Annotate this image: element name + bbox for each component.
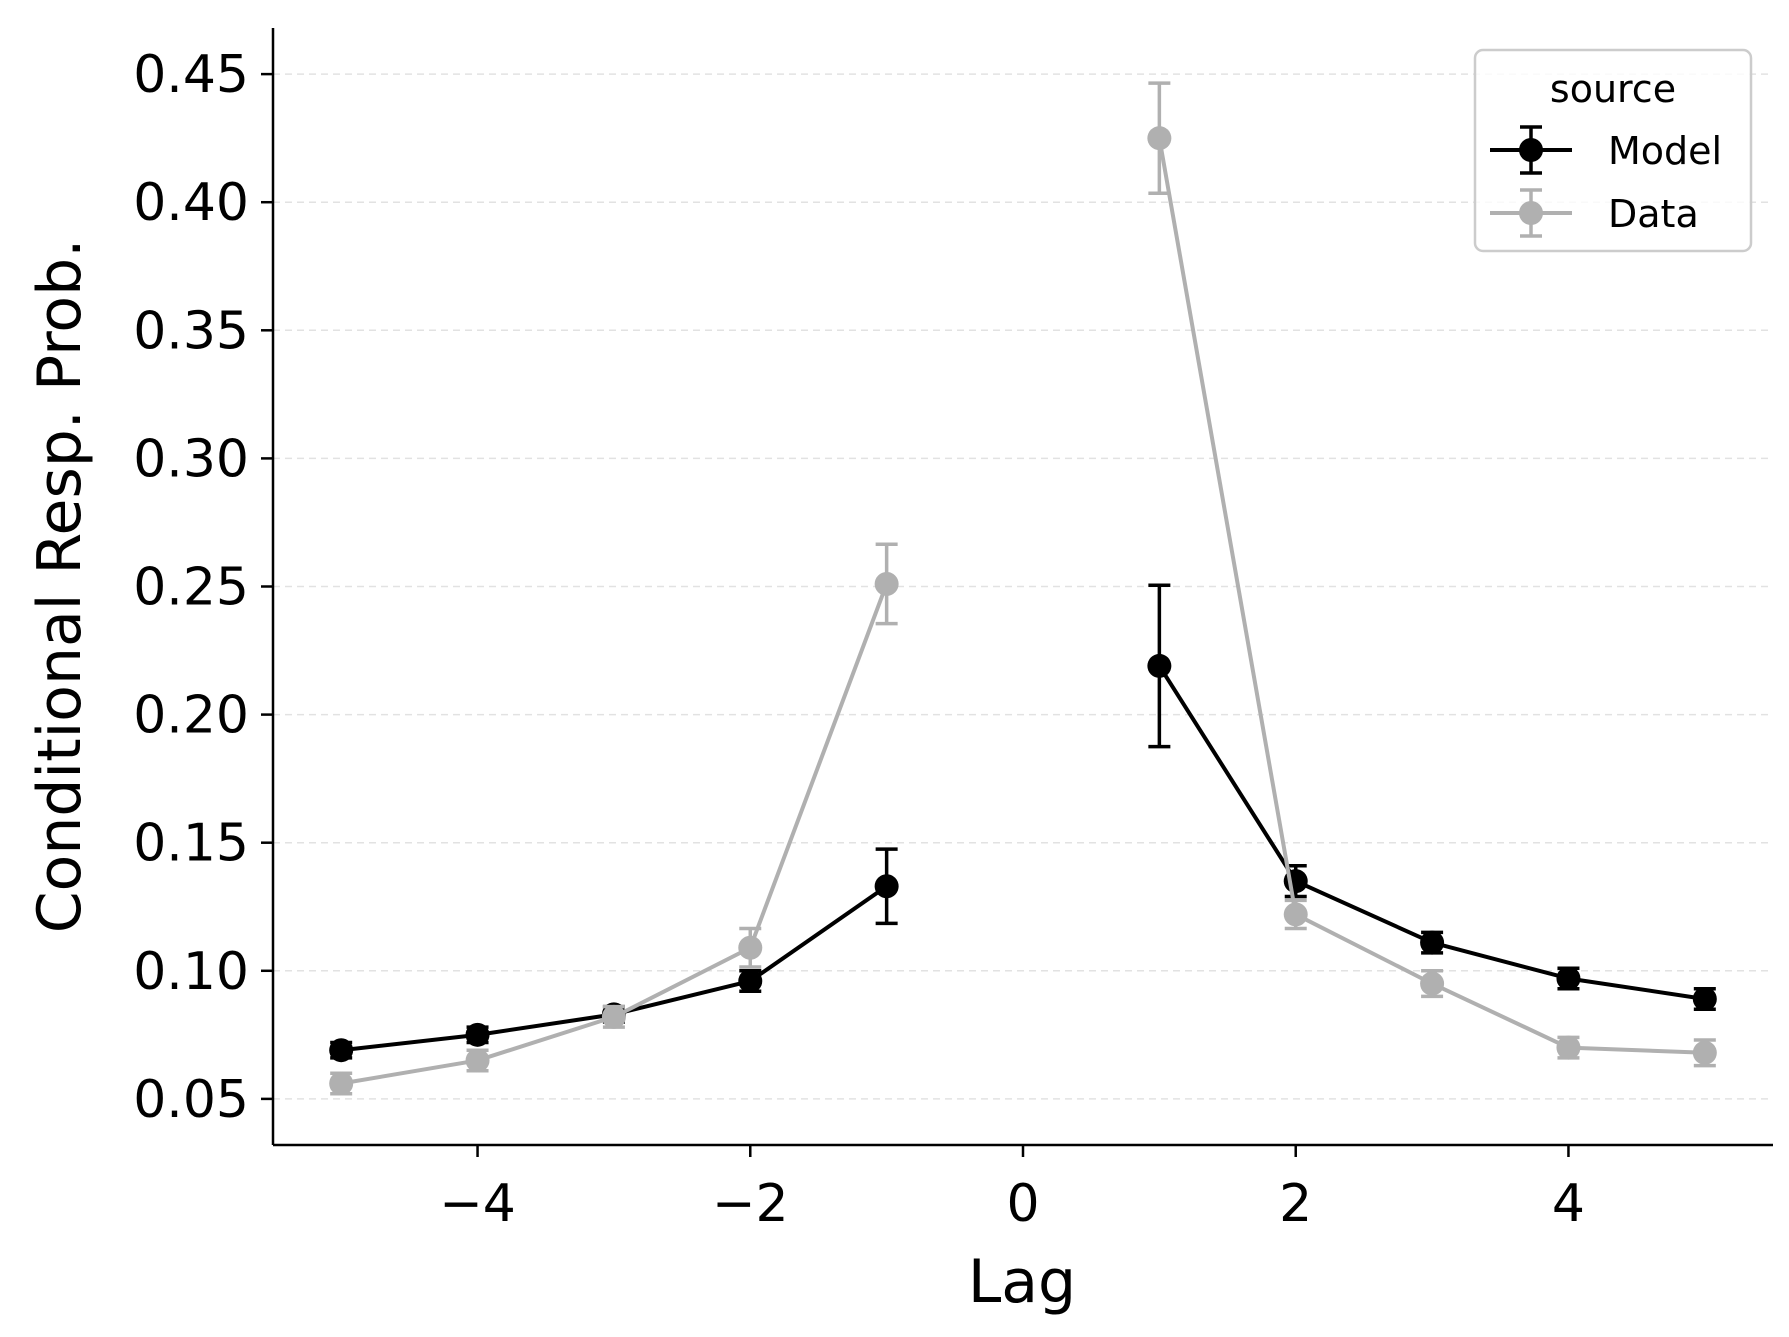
data-point	[874, 874, 899, 899]
y-tick-label: 0.10	[133, 942, 249, 1002]
legend-box	[1473, 48, 1753, 253]
x-tick-label: 4	[1552, 1174, 1585, 1234]
x-tick-label: −2	[712, 1174, 789, 1234]
y-tick-label: 0.25	[133, 558, 249, 618]
data-point	[1420, 930, 1445, 955]
x-tick-label: 2	[1279, 1174, 1312, 1234]
legend-label: Data	[1608, 192, 1699, 236]
legend-title: source	[1550, 67, 1676, 111]
legend-item-data: Data	[1490, 188, 1699, 238]
y-tick-label: 0.05	[133, 1070, 249, 1130]
legend: source Model Data	[1473, 48, 1753, 253]
data-point	[1556, 966, 1581, 991]
y-axis-title: Conditional Resp. Prob.	[25, 239, 95, 934]
y-tick-label: 0.15	[133, 814, 249, 874]
legend-item-model: Model	[1490, 125, 1722, 175]
legend-marker	[1519, 201, 1543, 225]
y-tick-label: 0.45	[133, 45, 249, 105]
ticks: 0.05 0.10 0.15 0.20 0.25 0.30 0.35 0.40 0.45 −4 −2…	[133, 45, 1585, 1234]
y-tick-label: 0.35	[133, 301, 249, 361]
data-point	[329, 1071, 354, 1096]
data-point	[738, 969, 763, 994]
x-tick-label: −4	[439, 1174, 516, 1234]
x-tick-label: 0	[1006, 1174, 1039, 1234]
data-point	[465, 1048, 490, 1073]
x-axis-title: Lag	[968, 1247, 1076, 1317]
y-tick-label: 0.30	[133, 429, 249, 489]
series-line	[1157, 137, 1705, 1055]
data-point	[1147, 653, 1172, 678]
data-point	[1147, 126, 1172, 151]
data-point	[465, 1022, 490, 1047]
plot-area	[329, 81, 1717, 1096]
data-point	[1692, 986, 1717, 1011]
data-point	[601, 1004, 626, 1029]
series-model	[329, 583, 1717, 1063]
legend-marker	[1519, 138, 1543, 162]
data-point	[874, 571, 899, 596]
data-point	[1692, 1040, 1717, 1065]
series-data	[329, 81, 1717, 1096]
legend-label: Model	[1608, 129, 1722, 173]
y-tick-label: 0.40	[133, 173, 249, 233]
data-point	[1556, 1035, 1581, 1060]
y-tick-label: 0.20	[133, 686, 249, 746]
data-point	[738, 935, 763, 960]
data-point	[1420, 971, 1445, 996]
legend-items: Model Data	[1490, 125, 1722, 238]
data-point	[329, 1038, 354, 1063]
data-point	[1283, 902, 1308, 927]
